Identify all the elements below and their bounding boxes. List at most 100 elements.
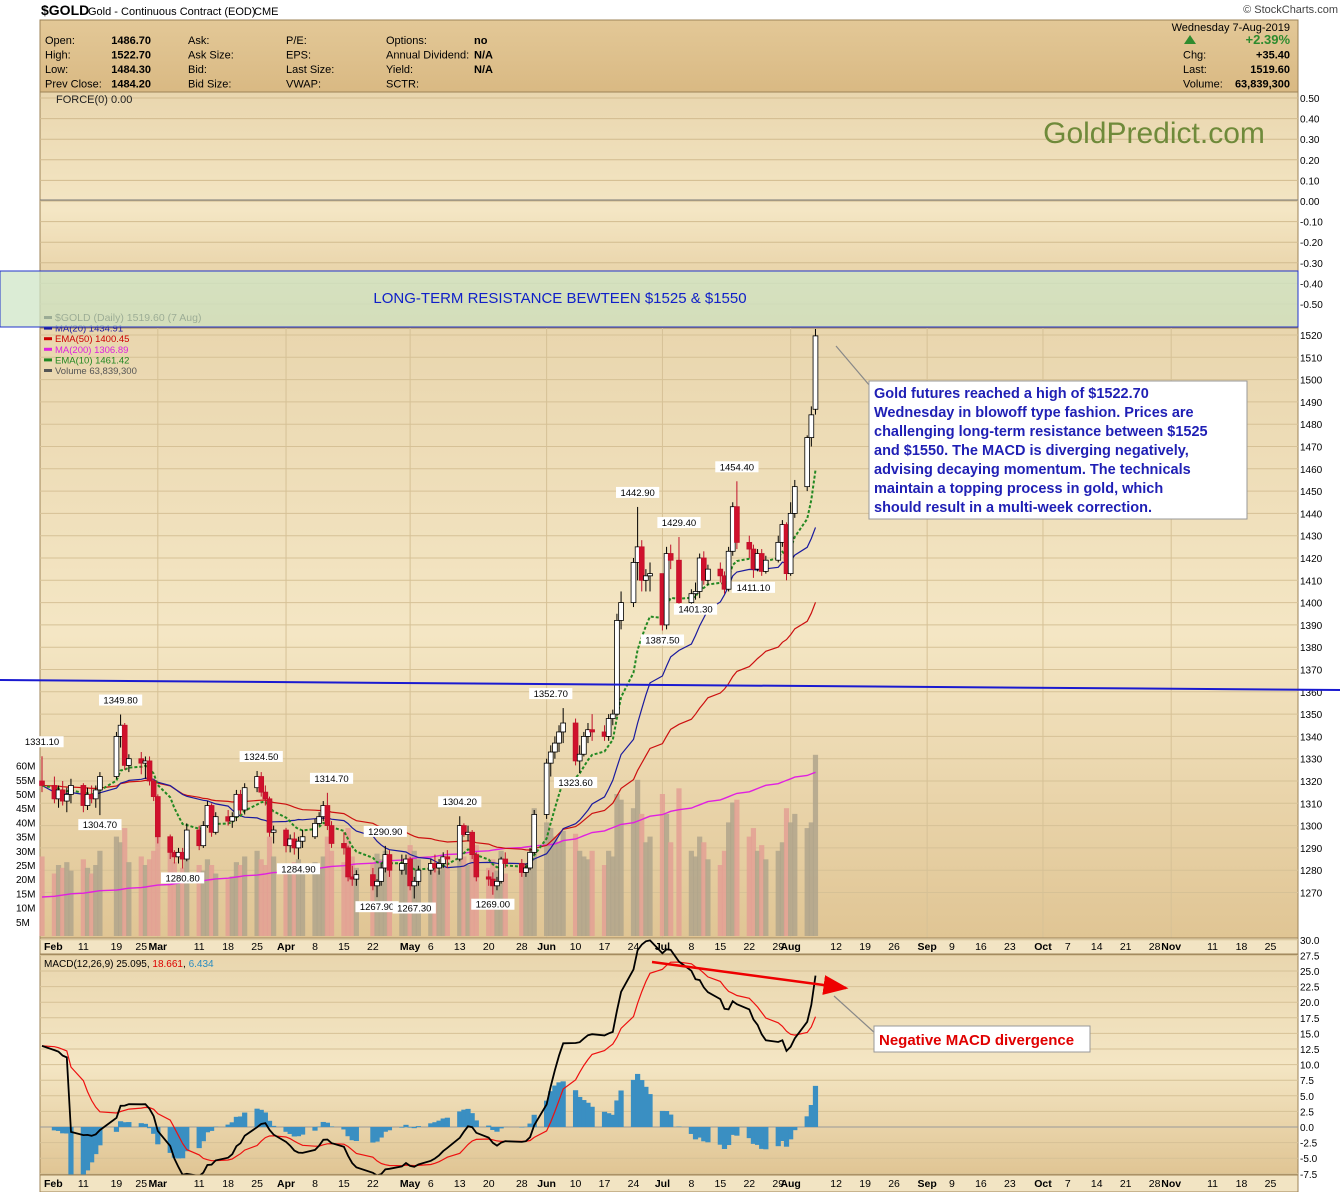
candle-body — [792, 487, 797, 514]
quote-mid-label: Bid Size: — [188, 79, 231, 91]
force-tick: 0.00 — [1300, 197, 1320, 208]
callout-line: and $1550. The MACD is diverging negativ… — [874, 443, 1189, 459]
callout-line: maintain a topping process in gold, whic… — [874, 481, 1163, 497]
candle-body — [619, 603, 624, 621]
macd-hist-bar — [792, 1127, 797, 1130]
candle-body — [813, 336, 818, 409]
x-axis-label: 22 — [367, 941, 379, 953]
x-axis-label: 19 — [111, 941, 123, 953]
candle-body — [155, 797, 160, 837]
candle-body — [213, 817, 218, 833]
candle-body — [668, 554, 673, 561]
x-axis-label: 8 — [688, 941, 694, 953]
quote-mid3-label: Yield: — [386, 64, 413, 76]
macd-hist-bar — [242, 1113, 247, 1127]
price-tick: 1310 — [1300, 799, 1323, 810]
candle-body — [346, 848, 351, 877]
x-axis-label-bottom: Mar — [148, 1178, 167, 1190]
candle-body — [201, 826, 206, 846]
x-axis-label-bottom: Oct — [1034, 1178, 1052, 1190]
candle-body — [606, 719, 611, 737]
price-tick: 1280 — [1300, 866, 1323, 877]
volume-bar — [813, 755, 818, 936]
quote-right-label: Last: — [1183, 64, 1207, 76]
x-axis-label-bottom: 21 — [1120, 1178, 1132, 1190]
quote-right-value: +2.39% — [1246, 32, 1291, 47]
x-axis-label: 19 — [859, 941, 871, 953]
x-axis-label: 21 — [1120, 941, 1132, 953]
x-axis-label: 25 — [135, 941, 147, 953]
quote-mid2-label: Last Size: — [286, 64, 334, 76]
price-tick: 1420 — [1300, 554, 1323, 565]
macd-hist-bar — [271, 1126, 276, 1127]
macd-tick: 30.0 — [1300, 936, 1320, 947]
candle-body — [437, 864, 442, 868]
macd-hist-bar — [312, 1127, 317, 1131]
price-tick: 1490 — [1300, 398, 1323, 409]
force-tick: 0.10 — [1300, 176, 1320, 187]
legend-swatch — [44, 337, 52, 340]
x-axis-label: 7 — [1065, 941, 1071, 953]
price-tick: 1400 — [1300, 599, 1323, 610]
macd-hist-bar — [325, 1123, 330, 1127]
x-axis-label-bottom: 10 — [570, 1178, 582, 1190]
x-axis-label-bottom: Jun — [537, 1178, 556, 1190]
volume-tick: 10M — [16, 904, 35, 915]
x-axis-label: Sep — [918, 941, 937, 953]
macd-tick: 20.0 — [1300, 998, 1320, 1009]
volume-bar — [561, 831, 566, 936]
candle-body — [495, 881, 500, 885]
macd-tick: -5.0 — [1300, 1154, 1318, 1165]
price-label: 1401.30 — [678, 605, 712, 616]
volume-bar — [792, 814, 797, 936]
force-tick: -0.40 — [1300, 279, 1323, 290]
candle-body — [734, 507, 739, 543]
x-axis-label-bottom: 24 — [628, 1178, 640, 1190]
x-axis-label: Aug — [780, 941, 800, 953]
candle-body — [763, 560, 768, 571]
candle-body — [561, 723, 566, 732]
x-axis-label: 17 — [599, 941, 611, 953]
candle-body — [317, 817, 322, 824]
legend-entry: Volume 63,839,300 — [55, 366, 137, 377]
price-tick: 1370 — [1300, 666, 1323, 677]
candle-body — [532, 814, 537, 852]
macd-hist-bar — [412, 1127, 417, 1128]
x-axis-label: 15 — [338, 941, 350, 953]
macd-hist-bar — [399, 1127, 404, 1128]
candle-body — [412, 881, 417, 885]
x-axis-label-bottom: 11 — [194, 1178, 205, 1190]
price-tick: 1380 — [1300, 643, 1323, 654]
price-label: 1411.10 — [737, 583, 771, 594]
candle-body — [64, 794, 69, 801]
macd-hist-bar — [445, 1118, 450, 1127]
force-tick: -0.10 — [1300, 218, 1323, 229]
price-tick: 1470 — [1300, 443, 1323, 454]
quote-left-label: Open: — [45, 35, 75, 47]
x-axis-label: 12 — [830, 941, 842, 953]
x-axis-label: 22 — [743, 941, 755, 953]
quote-mid3-value: N/A — [474, 64, 493, 76]
volume-tick: 60M — [16, 762, 35, 773]
price-tick: 1480 — [1300, 420, 1323, 431]
candle-body — [548, 752, 553, 763]
macd-hist-bar — [300, 1127, 305, 1135]
candle-body — [300, 837, 305, 841]
price-label: 1349.80 — [103, 696, 137, 707]
candle-body — [147, 761, 152, 781]
x-axis-label: 16 — [975, 941, 987, 953]
x-axis-label: 25 — [251, 941, 263, 953]
price-tick: 1330 — [1300, 755, 1323, 766]
candle-body — [259, 777, 264, 793]
macd-hist-bar — [705, 1127, 710, 1142]
candle-body — [329, 826, 334, 844]
price-label: 1352.70 — [534, 689, 568, 700]
x-axis-label-bottom: 19 — [111, 1178, 123, 1190]
x-axis-label-bottom: 17 — [599, 1178, 611, 1190]
x-axis-label: Feb — [44, 941, 63, 953]
callout-line: advising decaying momentum. The technica… — [874, 462, 1191, 478]
volume-bar — [271, 856, 276, 936]
x-axis-label-bottom: May — [400, 1178, 421, 1190]
legend-entry: EMA(10) 1461.42 — [55, 355, 129, 366]
